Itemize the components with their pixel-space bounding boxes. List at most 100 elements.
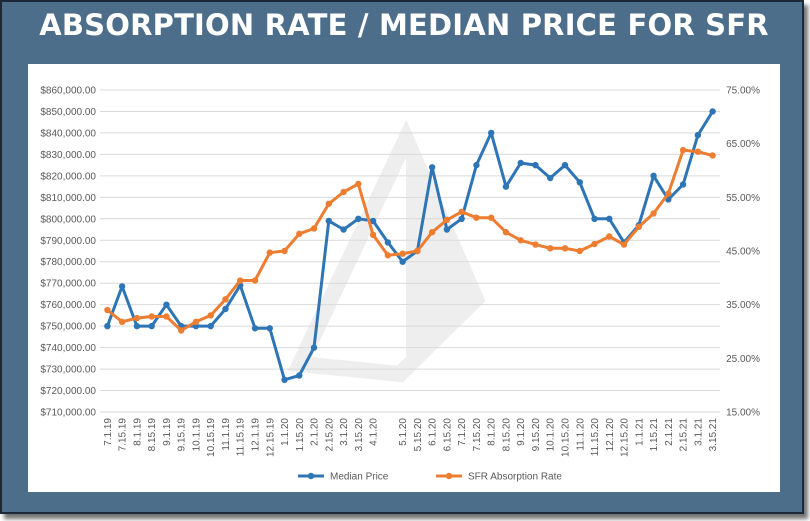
data-point [606, 215, 613, 222]
x-tick-label: 8.15.19 [147, 418, 158, 452]
x-tick-label: 9.1.20 [516, 418, 527, 446]
right-tick-label: 55.00% [726, 193, 760, 204]
data-point [709, 108, 716, 115]
data-point [694, 131, 702, 139]
left-tick-label: $800,000.00 [40, 214, 96, 225]
data-point [296, 230, 303, 238]
left-tick-label: $780,000.00 [40, 257, 96, 268]
left-axis-ticks: $710,000.00 $720,000.00 $730,000.00 $740,00… [40, 86, 96, 419]
data-point [679, 181, 687, 188]
data-point [192, 318, 200, 326]
left-tick-label: $810,000.00 [40, 193, 96, 204]
data-point [650, 210, 657, 217]
left-tick-label: $750,000.00 [40, 322, 96, 333]
x-tick-label: 3.15.20 [354, 418, 365, 452]
chart-panel: $710,000.00 $720,000.00 $730,000.00 $740,00… [28, 64, 780, 492]
data-point [502, 229, 510, 236]
x-tick-label: 2.15.20 [324, 418, 335, 452]
data-point [591, 240, 598, 248]
x-tick-label: 3.1.21 [693, 418, 704, 446]
data-point [355, 180, 362, 188]
data-point [679, 146, 687, 154]
data-point [399, 258, 406, 265]
left-tick-label: $720,000.00 [40, 386, 96, 397]
x-tick-label: 9.1.19 [162, 418, 173, 446]
x-tick-label: 1.1.20 [280, 418, 291, 446]
data-point [591, 215, 598, 222]
right-tick-label: 65.00% [726, 139, 760, 150]
data-point [133, 314, 141, 322]
x-tick-label: 11.15.20 [590, 418, 601, 457]
data-point [606, 233, 613, 240]
watermark-logo [287, 119, 486, 383]
data-point [281, 247, 288, 255]
page-title: ABSORPTION RATE / MEDIAN PRICE FOR SFR [39, 8, 769, 42]
data-point [340, 188, 347, 196]
data-point [310, 225, 318, 232]
x-tick-label: 2.1.21 [664, 418, 675, 446]
x-tick-label: 10.15.19 [206, 418, 217, 457]
right-tick-label: 35.00% [726, 300, 760, 311]
x-tick-label: 8.1.20 [487, 418, 498, 446]
x-tick-label: 7.15.20 [472, 418, 483, 452]
data-point [281, 376, 288, 383]
data-point [517, 159, 524, 167]
x-tick-label: 11.1.20 [575, 418, 586, 451]
data-point [414, 247, 421, 255]
right-tick-label: 75.00% [726, 86, 760, 97]
data-point [650, 172, 657, 180]
slide-frame: ABSORPTION RATE / MEDIAN PRICE FOR SFR $… [0, 0, 804, 514]
data-point [458, 215, 465, 222]
data-point [325, 200, 333, 207]
left-tick-label: $710,000.00 [40, 408, 96, 419]
x-tick-label: 3.15.21 [708, 418, 719, 452]
left-tick-label: $830,000.00 [40, 150, 96, 161]
data-point [118, 283, 126, 290]
data-point [325, 217, 333, 225]
data-point [561, 245, 569, 252]
data-point [428, 164, 436, 171]
data-point [163, 313, 170, 320]
data-point [222, 305, 229, 313]
data-point [251, 277, 259, 284]
x-axis-ticks: 7.1.19 7.15.19 8.1.19 8.15.19 9.1.19 9.15.19 1… [103, 418, 719, 457]
data-point [118, 318, 126, 326]
left-tick-label: $840,000.00 [40, 128, 96, 139]
data-point [355, 215, 362, 222]
x-tick-label: 12.15.19 [265, 418, 276, 457]
x-tick-label: 7.1.20 [457, 418, 468, 446]
right-axis-ticks: 15.00% 25.00% 35.00% 45.00% 55.00% 65.00% 75.0… [726, 86, 760, 419]
legend-swatch-marker [307, 472, 315, 480]
right-tick-label: 15.00% [726, 408, 760, 419]
data-point [399, 250, 406, 257]
x-tick-label: 10.1.20 [546, 418, 557, 452]
data-point [266, 249, 273, 256]
x-tick-label: 1.15.21 [649, 418, 660, 452]
left-tick-label: $730,000.00 [40, 365, 96, 376]
legend-swatch-marker [445, 472, 453, 480]
x-tick-label: 6.1.20 [428, 418, 439, 446]
x-tick-label: 7.1.19 [103, 418, 114, 446]
x-tick-label: 2.1.20 [310, 418, 321, 446]
data-point [104, 322, 111, 330]
data-point [473, 161, 480, 169]
data-point [517, 237, 524, 244]
legend: Median Price SFR Absorption Rate [298, 472, 562, 483]
left-tick-label: $740,000.00 [40, 343, 96, 354]
data-point [547, 245, 554, 252]
data-point [709, 152, 716, 159]
x-tick-label: 11.1.19 [221, 418, 232, 451]
data-point [502, 183, 510, 190]
data-point [665, 190, 672, 197]
data-point [251, 325, 259, 332]
series-group [104, 108, 716, 383]
left-tick-label: $860,000.00 [40, 86, 96, 97]
data-point [310, 344, 318, 351]
data-point [635, 223, 643, 231]
x-tick-label: 8.1.19 [132, 418, 143, 446]
x-tick-label: 8.15.20 [501, 418, 512, 452]
data-point [177, 327, 185, 334]
data-point [547, 174, 554, 182]
data-point [340, 226, 347, 233]
line-chart: $710,000.00 $720,000.00 $730,000.00 $740,00… [40, 86, 760, 483]
